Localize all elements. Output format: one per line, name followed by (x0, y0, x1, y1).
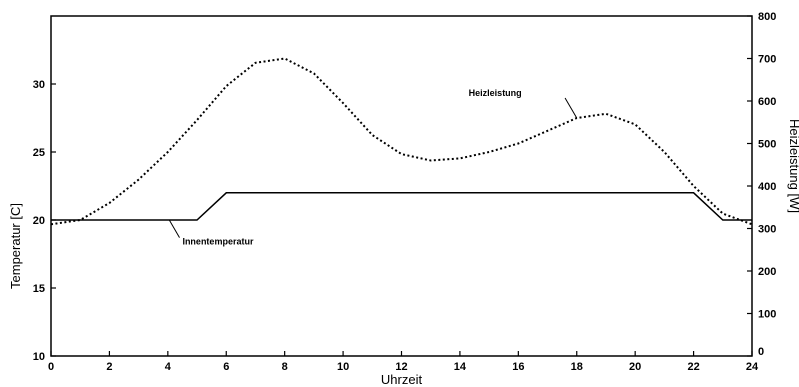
y-right-tick-label: 300 (758, 224, 776, 236)
annotation-label-innentemperatur: Innentemperatur (182, 236, 254, 246)
y-left-tick-label: 15 (33, 283, 45, 295)
y-right-tick-label: 100 (758, 309, 776, 321)
x-tick-label: 16 (512, 361, 524, 373)
x-tick-label: 2 (106, 361, 112, 373)
y-right-tick-label: 200 (758, 266, 776, 278)
series-line-innentemperatur (51, 192, 752, 221)
x-tick-label: 8 (282, 361, 288, 373)
series-layer (50, 57, 753, 226)
y-axis-right-title: Heizleistung [W] (787, 119, 799, 213)
y-right-tick-label: 600 (758, 96, 776, 108)
x-tick-label: 10 (337, 361, 349, 373)
x-tick-label: 14 (454, 361, 467, 373)
x-tick-label: 18 (571, 361, 583, 373)
annotation-label-heizleistung: Heizleistung (469, 88, 522, 98)
y-axis-left-title: Temperatur [C] (8, 203, 23, 289)
x-tick-label: 12 (395, 361, 407, 373)
x-tick-label: 0 (48, 361, 54, 373)
y-left-tick-label: 20 (33, 215, 45, 227)
x-tick-label: 24 (746, 361, 759, 373)
y-left-tick-label: 25 (33, 147, 45, 159)
x-axis-title: Uhrzeit (381, 372, 423, 387)
y-right-tick-label: 500 (758, 139, 776, 151)
x-axis-ticks: 0 2 4 6 8 10 12 14 16 18 20 22 24 (48, 351, 759, 373)
annotation-leader (168, 219, 180, 238)
y-left-tick-label: 10 (33, 351, 45, 363)
x-tick-label: 6 (223, 361, 229, 373)
y-axis-right-ticks: 0 100 200 300 400 500 600 700 800 (747, 11, 776, 358)
annotation-layer: Heizleistung Innentemperatur (168, 88, 578, 246)
series-line-heizleistung (50, 57, 753, 226)
y-right-tick-label: 400 (758, 181, 776, 193)
plot-frame (50, 15, 753, 357)
y-right-tick-label: 700 (758, 54, 776, 66)
annotation-leader (564, 97, 578, 119)
y-right-tick-label: 0 (758, 346, 764, 358)
x-tick-label: 4 (165, 361, 172, 373)
y-axis-left-ticks: 10 15 20 25 30 (33, 79, 56, 363)
y-right-tick-label: 800 (758, 11, 776, 23)
y-left-tick-label: 30 (33, 79, 45, 91)
x-tick-label: 22 (687, 361, 699, 373)
x-tick-label: 20 (629, 361, 641, 373)
